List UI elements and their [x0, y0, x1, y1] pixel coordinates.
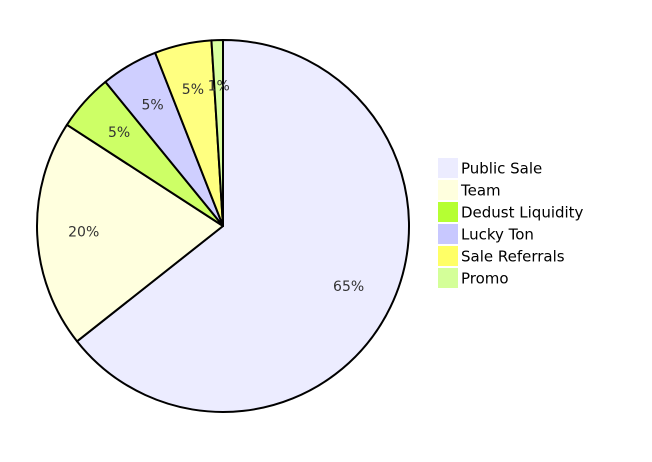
legend-swatch-promo	[438, 268, 458, 288]
legend-swatch-public-sale	[438, 158, 458, 178]
legend-label-promo: Promo	[461, 270, 509, 288]
legend-swatch-dedust-liquidity	[438, 202, 458, 222]
legend-item-public-sale: Public Sale	[438, 158, 542, 178]
legend-swatch-sale-referrals	[438, 246, 458, 266]
legend-label-public-sale: Public Sale	[461, 160, 542, 178]
legend-label-dedust-liquidity: Dedust Liquidity	[461, 204, 584, 222]
legend-item-team: Team	[438, 180, 501, 200]
pie-slices	[36, 39, 411, 413]
pie-labels: 65%20%5%5%5% 1%	[68, 79, 364, 295]
pie-label-lucky-ton: 5%	[141, 98, 163, 114]
pie-label-sale-referrals: 5%	[182, 82, 204, 98]
legend-item-promo: Promo	[438, 268, 509, 288]
legend-item-sale-referrals: Sale Referrals	[438, 246, 565, 266]
legend-label-lucky-ton: Lucky Ton	[461, 226, 534, 244]
pie-label-dedust-liquidity: 5%	[108, 125, 130, 141]
pie-label-team: 20%	[68, 225, 99, 241]
pie-label-promo: 1%	[208, 79, 230, 95]
legend: Public Sale Team Dedust Liquidity Lucky Ton…	[438, 158, 584, 288]
legend-swatch-lucky-ton	[438, 224, 458, 244]
legend-item-lucky-ton: Lucky Ton	[438, 224, 534, 244]
pie-label-public-sale: 65%	[333, 279, 364, 295]
pie-slice-team	[36, 123, 224, 343]
pie-slice-promo	[210, 39, 224, 227]
legend-label-team: Team	[460, 182, 501, 200]
legend-swatch-team	[438, 180, 458, 200]
legend-item-dedust-liquidity: Dedust Liquidity	[438, 202, 584, 222]
pie-slice-public-sale	[76, 39, 411, 413]
legend-label-sale-referrals: Sale Referrals	[461, 248, 565, 266]
